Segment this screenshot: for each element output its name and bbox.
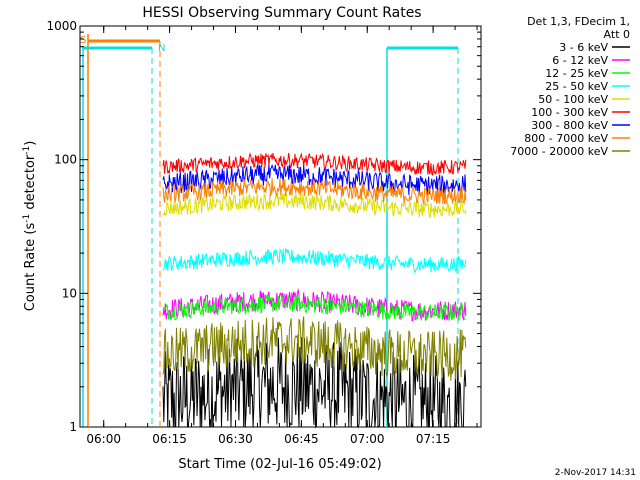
series-line xyxy=(162,192,467,218)
legend-entry-label: 800 - 7000 keV xyxy=(524,132,608,145)
axis-ticks: 06:00 06:15 06:30 06:45 07:00 07:15 1 10 100 1000 xyxy=(46,19,481,446)
series-line xyxy=(162,152,467,177)
x-tick-label: 06:45 xyxy=(284,432,319,446)
legend-entry-label: 300 - 800 keV xyxy=(531,119,608,132)
plot-frame xyxy=(79,25,482,428)
x-tick-label: 06:15 xyxy=(152,432,187,446)
series-line xyxy=(162,294,466,321)
legend-entry-label: 12 - 25 keV xyxy=(545,67,608,80)
legend-entry-label: 7000 - 20000 keV xyxy=(510,145,608,158)
series-line xyxy=(162,316,467,381)
y-tick-label: 1000 xyxy=(46,19,77,33)
footer-date: 2-Nov-2017 14:31 xyxy=(555,468,636,478)
x-tick-label: 07:15 xyxy=(416,432,451,446)
y-tick-label: 10 xyxy=(62,286,77,300)
y-axis-label: Count Rate (s-1 detector-1) xyxy=(22,141,38,312)
series-line xyxy=(162,248,467,274)
series-line xyxy=(162,335,467,429)
saa-label: S xyxy=(80,35,86,46)
legend-entry-label: 25 - 50 keV xyxy=(545,80,608,93)
x-tick-label: 06:00 xyxy=(86,432,121,446)
legend-entry-label: 6 - 12 keV xyxy=(552,54,608,67)
chart-title: HESSI Observing Summary Count Rates xyxy=(142,5,421,21)
legend-header-line-2: Att 0 xyxy=(604,28,630,41)
legend-header-line-1: Det 1,3, FDecim 1, xyxy=(527,15,630,28)
series-line xyxy=(162,178,467,206)
night-label: N xyxy=(158,43,165,54)
series-layer xyxy=(162,152,467,429)
legend-entry-label: 100 - 300 keV xyxy=(531,106,608,119)
y-tick-label: 1 xyxy=(69,420,77,434)
x-axis-label: Start Time (02-Jul-16 05:49:02) xyxy=(178,457,381,472)
x-tick-label: 07:00 xyxy=(350,432,385,446)
legend-entry-label: 3 - 6 keV xyxy=(559,41,608,54)
y-tick-label: 100 xyxy=(54,153,77,167)
x-tick-label: 06:30 xyxy=(218,432,253,446)
legend-entry-label: 50 - 100 keV xyxy=(538,93,608,106)
